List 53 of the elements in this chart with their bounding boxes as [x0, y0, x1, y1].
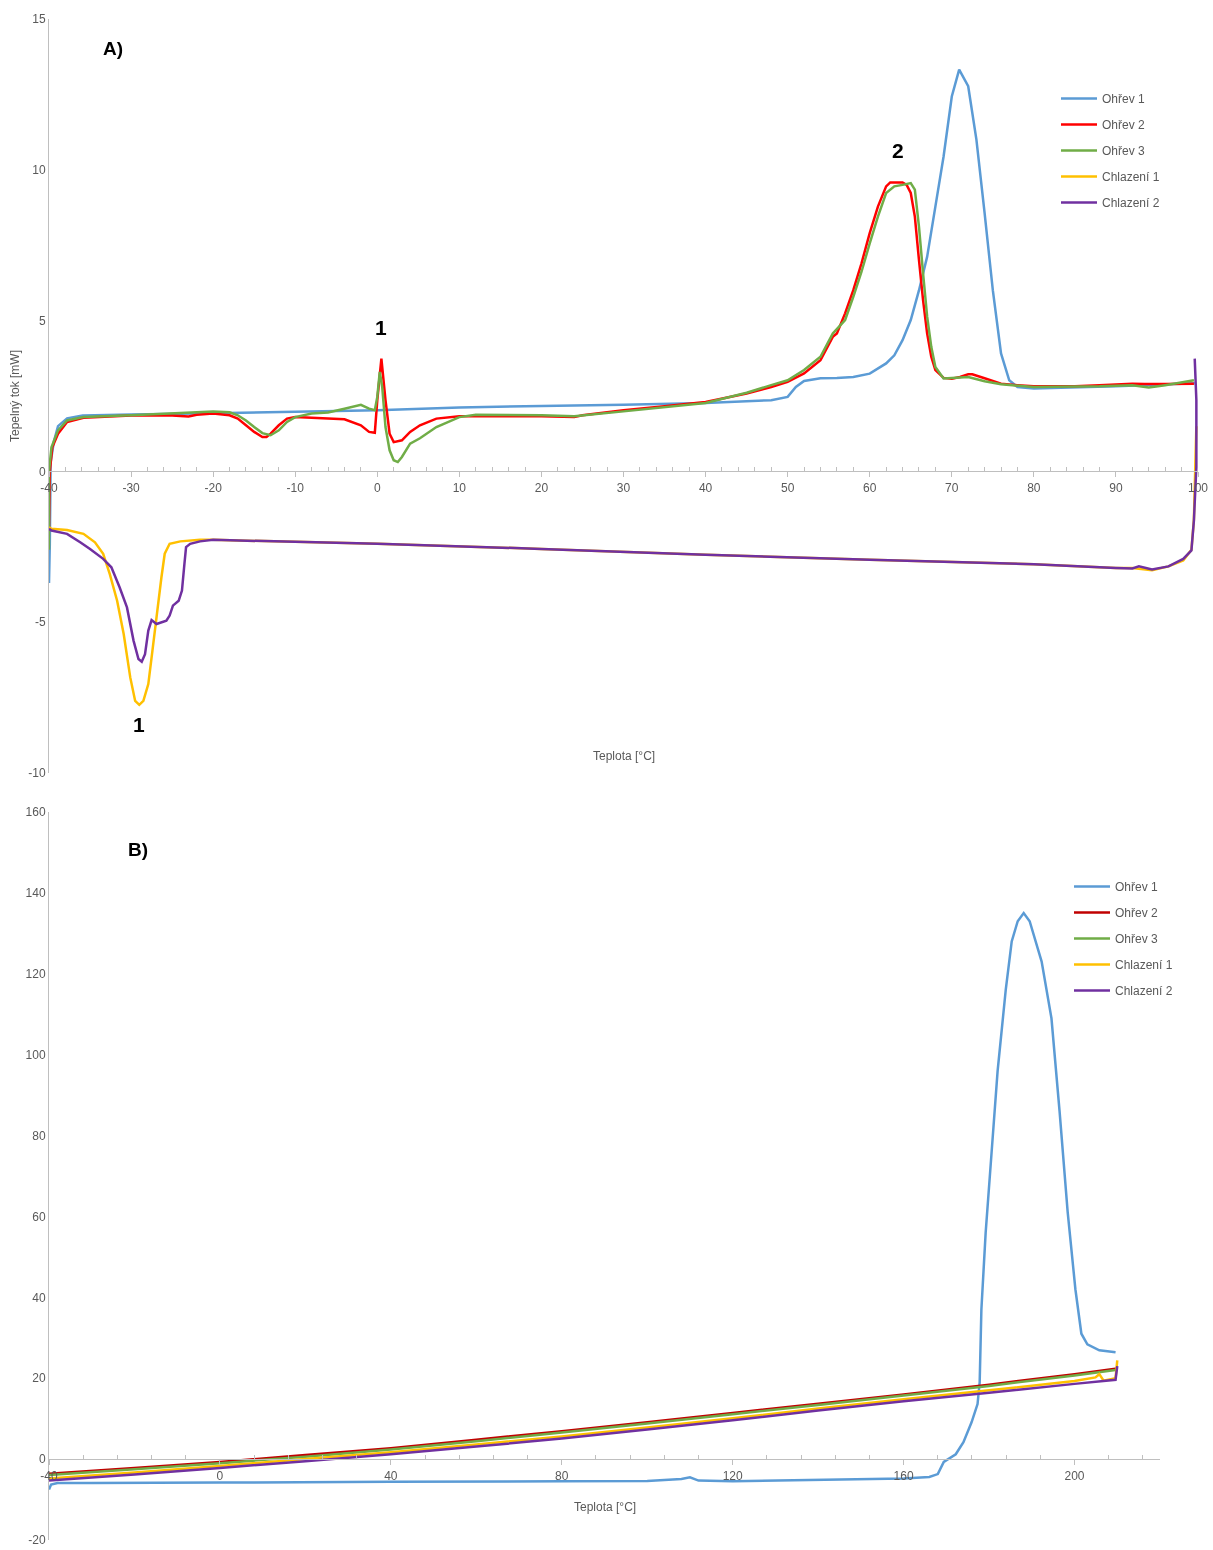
x-tick-label: -10: [286, 480, 305, 495]
y-tick-label: 60: [32, 1209, 46, 1224]
x-tick-label: 40: [698, 480, 713, 495]
x-tick-label: 50: [780, 480, 795, 495]
x-tick-label: 40: [384, 1468, 398, 1483]
x-tick-label: 80: [1027, 480, 1041, 495]
y-tick-label: -10: [28, 766, 46, 781]
y-tick-label: -20: [28, 1533, 46, 1548]
x-tick-label: 0: [216, 1468, 224, 1483]
legend-label: Ohřev 2: [1102, 118, 1146, 133]
y-tick-label: 40: [32, 1290, 46, 1305]
x-tick-label: 30: [616, 480, 631, 495]
legend-label: Ohřev 2: [1115, 906, 1159, 921]
text: B): [128, 839, 149, 860]
y-tick-label: 80: [32, 1128, 46, 1143]
y-tick-label: -5: [34, 615, 46, 630]
x-axis-title: Teplota [°C]: [574, 1500, 637, 1514]
x-tick-label: 80: [555, 1468, 569, 1483]
y-axis-title: Tepelný tok [mW]: [7, 349, 22, 443]
x-tick-label: -40: [40, 1468, 58, 1483]
x-tick-label: 0: [373, 480, 381, 495]
legend-label: Chlazení 2: [1115, 984, 1173, 999]
legend-label: Chlazení 1: [1115, 958, 1173, 973]
y-tick-label: 15: [32, 12, 46, 27]
annotation: 2: [892, 139, 904, 162]
x-tick-label: -20: [204, 480, 223, 495]
legend-label: Chlazení 2: [1102, 196, 1160, 211]
x-tick-label: 90: [1109, 480, 1123, 495]
annotation: 1: [133, 713, 145, 736]
legend-label: Ohřev 1: [1115, 880, 1159, 895]
legend-label: Ohřev 3: [1102, 144, 1146, 159]
x-tick-label: 70: [945, 480, 959, 495]
x-tick-label: 20: [534, 480, 549, 495]
y-tick-label: 120: [25, 966, 46, 981]
text: A): [103, 38, 124, 59]
x-tick-label: 10: [452, 480, 467, 495]
legend-label: Ohřev 3: [1115, 932, 1159, 947]
y-tick-label: 0: [38, 464, 46, 479]
y-tick-label: 160: [25, 805, 46, 820]
y-tick-label: 10: [32, 163, 46, 177]
x-axis-title: Teplota [°C]: [593, 749, 656, 763]
x-tick-label: 60: [863, 480, 877, 495]
x-tick-label: 200: [1064, 1468, 1085, 1483]
legend-label: Ohřev 1: [1102, 92, 1146, 107]
legend-label: Chlazení 1: [1102, 170, 1160, 185]
y-tick-label: 100: [25, 1047, 46, 1062]
x-tick-label: -30: [122, 480, 141, 495]
y-tick-label: 0: [38, 1452, 46, 1467]
y-tick-label: 5: [38, 313, 46, 328]
x-tick-label: 120: [722, 1468, 744, 1483]
y-tick-label: 140: [25, 886, 46, 901]
y-tick-label: 20: [32, 1371, 46, 1386]
annotation: 1: [375, 316, 387, 339]
